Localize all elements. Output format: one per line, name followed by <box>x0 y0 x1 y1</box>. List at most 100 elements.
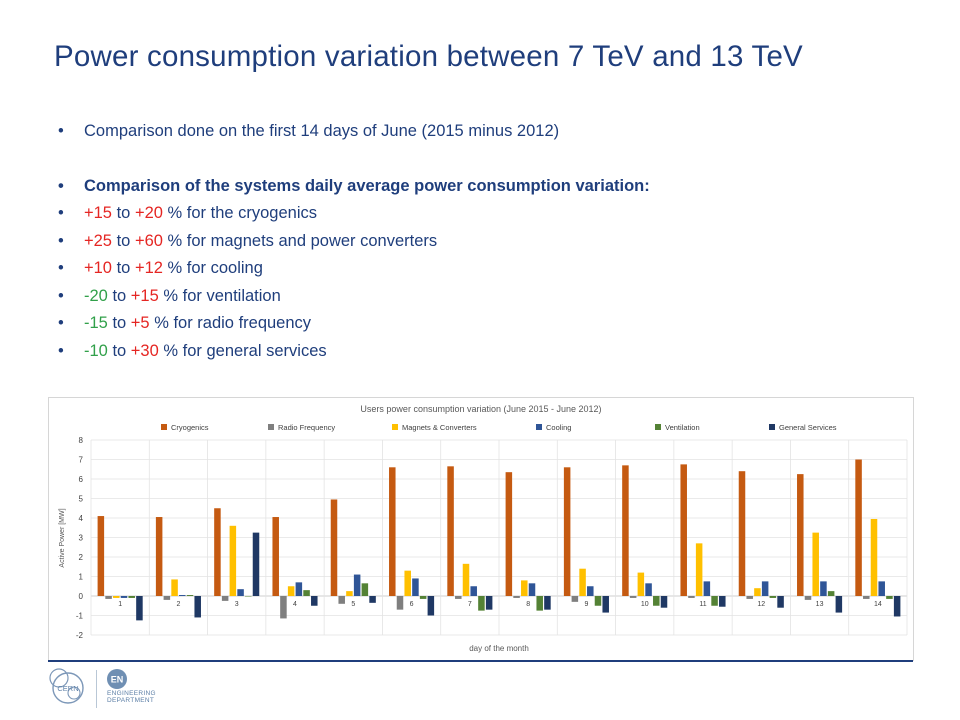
bullet-list: Comparison done on the first 14 days of … <box>58 118 918 365</box>
bar <box>746 596 753 599</box>
bar <box>280 596 287 619</box>
range-low: -15 <box>84 314 108 332</box>
bar <box>893 596 901 617</box>
bar <box>870 518 878 596</box>
range-low: +15 <box>84 204 112 222</box>
bar <box>478 596 485 611</box>
bar <box>594 596 602 606</box>
legend-label: Ventilation <box>665 423 700 432</box>
bar <box>579 568 586 596</box>
bar <box>311 596 318 606</box>
bullet-cryogenics: +15 to +20 % for the cryogenics <box>58 200 918 228</box>
y-tick-label: 5 <box>79 495 84 504</box>
bar <box>303 590 310 596</box>
bar <box>863 596 870 599</box>
slide-title: Power consumption variation between 7 Te… <box>54 40 803 73</box>
bullet-text: % for ventilation <box>158 286 281 305</box>
bar <box>120 596 128 598</box>
power-variation-chart: Users power consumption variation (June … <box>48 397 914 661</box>
bullet-text: % for magnets and power converters <box>162 231 438 250</box>
range-to: to <box>112 204 135 222</box>
bar <box>97 516 105 596</box>
bar <box>777 596 784 608</box>
bar <box>536 596 543 611</box>
bar <box>544 596 551 610</box>
bar <box>389 467 396 596</box>
x-tick-label: 11 <box>699 601 706 608</box>
bar <box>369 596 376 603</box>
bar <box>719 596 726 607</box>
legend-label: Cryogenics <box>171 423 209 432</box>
legend-swatch <box>161 424 167 430</box>
x-tick-label: 12 <box>757 601 765 608</box>
range-high: +60 <box>134 231 163 250</box>
bullet-comparison-header: Comparison of the systems daily average … <box>58 173 918 201</box>
range-to: to <box>107 314 131 332</box>
bar <box>571 596 579 602</box>
bullet-text: % for the cryogenics <box>162 204 318 222</box>
bar <box>812 532 819 596</box>
bar <box>128 596 135 598</box>
bar <box>295 582 303 596</box>
bar <box>171 579 178 596</box>
y-tick-label: 0 <box>79 592 84 601</box>
legend-label: General Services <box>779 423 837 432</box>
bar <box>447 466 454 596</box>
bar <box>521 580 528 596</box>
x-axis-label: day of the month <box>469 644 529 653</box>
range-to: to <box>107 286 131 305</box>
legend-swatch <box>769 424 775 430</box>
bar <box>404 570 411 596</box>
bar <box>855 459 862 596</box>
bar <box>754 588 761 596</box>
bar <box>645 583 652 596</box>
bar <box>221 596 229 601</box>
en-department-logo: EN <box>107 669 127 689</box>
range-to: to <box>112 259 135 277</box>
bar <box>353 574 361 596</box>
range-low: -20 <box>84 286 108 305</box>
en-badge-text: EN <box>111 675 124 685</box>
x-tick-label: 9 <box>584 601 588 608</box>
bar <box>427 596 435 616</box>
bar <box>711 596 718 606</box>
bar <box>229 525 237 596</box>
bar <box>186 595 194 596</box>
x-tick-label: 1 <box>118 601 122 608</box>
bar <box>703 581 711 596</box>
x-tick-label: 3 <box>235 601 239 608</box>
bar <box>629 596 637 598</box>
bar <box>419 596 427 599</box>
bar <box>113 596 120 598</box>
bar <box>155 517 163 596</box>
bar <box>194 596 201 618</box>
bar <box>214 508 221 596</box>
bar <box>563 467 571 596</box>
y-tick-label: 3 <box>79 534 84 543</box>
legend-swatch <box>536 424 542 430</box>
bar <box>528 583 536 596</box>
bar <box>338 596 345 604</box>
x-tick-label: 14 <box>874 601 882 608</box>
bar <box>455 596 462 599</box>
bar <box>237 589 244 596</box>
bar <box>878 581 885 596</box>
bar <box>346 591 353 596</box>
range-to: to <box>107 341 131 360</box>
bar <box>513 596 520 598</box>
bar <box>179 595 186 596</box>
x-tick-label: 6 <box>410 601 414 608</box>
bar <box>761 581 769 596</box>
bullet-ventilation: -20 to +15 % for ventilation <box>58 283 918 311</box>
bar <box>769 596 777 598</box>
y-tick-label: 4 <box>79 514 84 523</box>
y-tick-label: 7 <box>79 456 84 465</box>
bar <box>804 596 812 600</box>
bar <box>245 596 252 597</box>
range-low: -10 <box>84 341 108 360</box>
bar <box>287 586 295 596</box>
bar <box>361 583 369 596</box>
range-high: +15 <box>130 286 159 305</box>
y-tick-label: 6 <box>79 475 84 484</box>
y-tick-label: -2 <box>76 631 84 640</box>
